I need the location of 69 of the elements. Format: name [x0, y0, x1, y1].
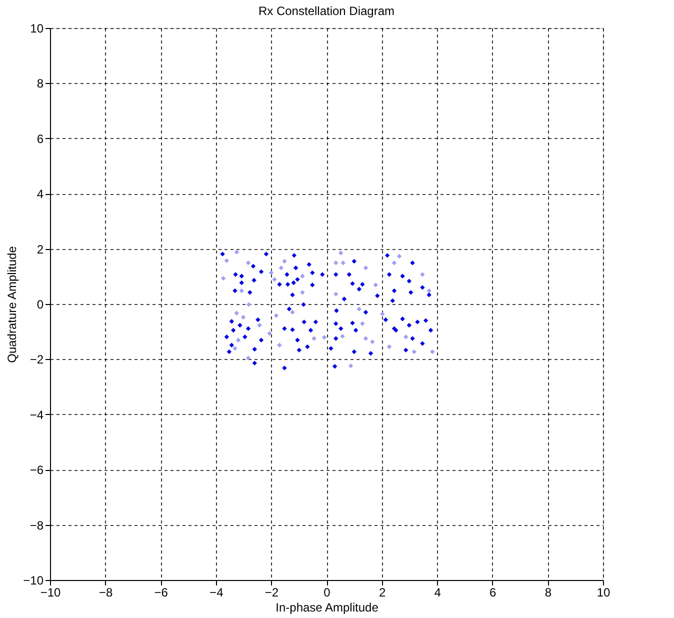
point: [234, 250, 239, 254]
point: [224, 258, 230, 264]
x-tick-label: 6: [490, 586, 497, 600]
point: [386, 344, 392, 350]
point: [363, 336, 368, 341]
point: [246, 260, 251, 266]
chart-title: Rx Constellation Diagram: [258, 4, 395, 18]
point: [334, 260, 338, 266]
point: [340, 334, 345, 339]
point: [380, 312, 385, 316]
point: [334, 292, 338, 296]
y-tick-label: −4: [30, 408, 44, 422]
point: [290, 310, 295, 315]
point: [278, 266, 284, 270]
point: [348, 363, 354, 368]
point: [274, 313, 279, 318]
y-tick-label: −8: [30, 518, 44, 532]
y-tick-label: 0: [36, 298, 44, 312]
x-axis-title: In-phase Amplitude: [276, 600, 379, 614]
point: [257, 322, 262, 328]
x-tick-label: 0: [324, 586, 331, 600]
point: [268, 270, 274, 276]
point: [430, 349, 435, 354]
point: [236, 338, 241, 342]
point: [396, 254, 402, 259]
point: [267, 331, 272, 336]
x-tick-label: 10: [596, 586, 610, 600]
point: [356, 306, 362, 312]
point: [272, 277, 277, 282]
y-tick-label: −2: [30, 352, 44, 367]
point: [360, 321, 365, 326]
point: [392, 260, 397, 266]
x-tick-label: 8: [544, 586, 552, 600]
y-tick-label: 6: [36, 132, 44, 146]
x-tick-label: 4: [434, 586, 442, 600]
point: [246, 302, 252, 307]
point: [340, 260, 346, 266]
point: [300, 274, 305, 278]
y-tick-label: 4: [36, 187, 44, 202]
point: [420, 272, 425, 277]
y-tick-label: −10: [23, 574, 44, 588]
y-tick-label: −6: [30, 463, 44, 478]
point: [221, 276, 226, 281]
y-tick-label: 10: [30, 22, 44, 36]
point: [277, 342, 282, 348]
x-tick-label: −8: [98, 586, 113, 600]
point: [373, 282, 378, 288]
point: [300, 290, 305, 295]
point: [240, 314, 246, 320]
point: [412, 349, 416, 354]
point: [312, 336, 316, 341]
x-tick-label: −6: [154, 586, 168, 600]
point: [363, 266, 368, 270]
y-axis-title: Quadrature Amplitude: [5, 246, 20, 363]
point: [338, 250, 344, 256]
point: [232, 346, 238, 351]
point: [322, 335, 327, 340]
x-tick-label: −2: [264, 586, 279, 600]
point: [246, 356, 251, 360]
point: [370, 339, 375, 344]
point: [404, 334, 408, 340]
x-tick-label: 2: [378, 586, 386, 600]
y-tick-label: 8: [36, 76, 44, 91]
point: [426, 288, 432, 294]
point: [282, 258, 287, 264]
x-tick-label: −4: [210, 586, 224, 600]
y-tick-label: 2: [36, 242, 44, 256]
point: [239, 288, 244, 294]
point: [234, 310, 239, 316]
